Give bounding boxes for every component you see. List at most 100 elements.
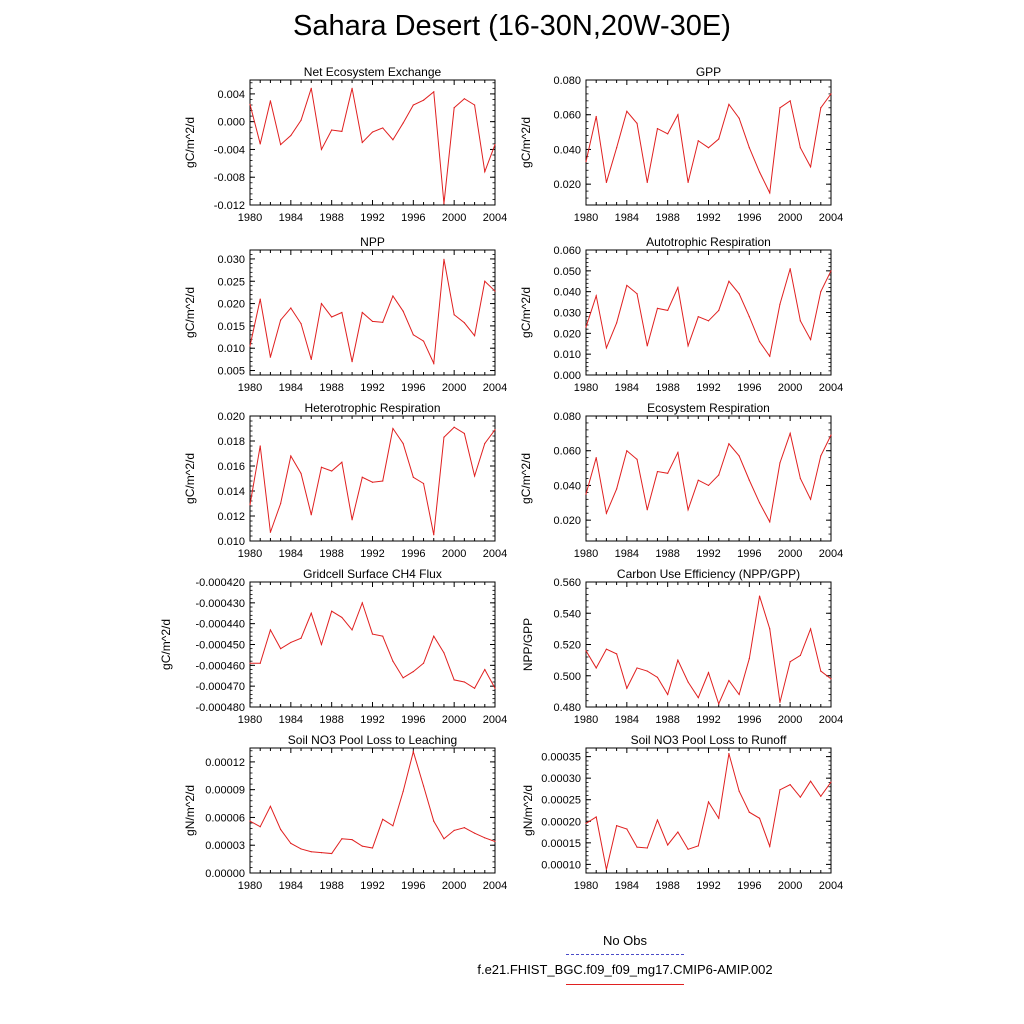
data-point (769, 192, 771, 194)
data-point (799, 477, 801, 480)
chart-panel: Soil NO3 Pool Loss to Runoff gN/m^2/d 1980… (521, 733, 843, 892)
data-point (249, 345, 251, 347)
y-tick-label: 0.00025 (541, 795, 581, 807)
data-point (656, 470, 659, 473)
data-point (422, 662, 425, 664)
x-tick-label: 1988 (319, 714, 343, 726)
data-point (300, 119, 302, 121)
data-point (728, 679, 730, 682)
x-tick-label: 1980 (238, 714, 262, 726)
x-tick-label: 1980 (574, 212, 598, 224)
y-tick-label: 0.00035 (541, 752, 581, 764)
data-point (799, 147, 801, 149)
data-point (820, 455, 822, 457)
x-tick-label: 1988 (319, 382, 343, 394)
data-point (290, 641, 292, 644)
chart-panel: Autotrophic Respiration gC/m^2/d 1980 1984 1… (519, 235, 843, 394)
data-point (748, 811, 750, 813)
data-point (707, 484, 710, 487)
data-point (636, 846, 638, 848)
data-point (718, 474, 720, 476)
data-point (463, 432, 465, 435)
data-point (351, 361, 353, 363)
data-point (789, 784, 791, 786)
data-point (361, 476, 363, 478)
data-point (361, 141, 363, 144)
y-tick-label: 0.040 (553, 144, 581, 156)
data-point (473, 104, 476, 106)
y-axis-label: gC/m^2/d (519, 117, 533, 168)
x-tick-label: 1992 (360, 212, 384, 224)
series-line (585, 93, 832, 195)
x-tick-label: 1992 (696, 382, 720, 394)
x-tick-label: 2004 (819, 880, 843, 892)
data-point (422, 99, 425, 101)
data-point (738, 790, 740, 792)
data-point (331, 852, 333, 855)
data-point (636, 667, 638, 669)
data-point (402, 122, 404, 124)
y-tick-label: 0.520 (553, 640, 581, 652)
x-tick-label: 1996 (737, 880, 761, 892)
y-tick-label: 0.080 (553, 75, 581, 87)
data-point (361, 602, 363, 604)
page-title: Sahara Desert (16-30N,20W-30E) (293, 10, 731, 42)
data-point (331, 129, 333, 131)
plot-frame (585, 415, 832, 542)
data-point (738, 693, 740, 696)
y-tick-label: 0.005 (217, 366, 245, 378)
data-point (269, 629, 272, 631)
y-tick-label: 0.014 (217, 486, 245, 498)
x-tick-label: 1996 (401, 548, 425, 560)
y-tick-label: 0.025 (217, 276, 245, 288)
y-tick-label: 0.560 (553, 577, 581, 589)
y-tick-label: 0.000 (217, 117, 245, 129)
data-point (748, 657, 750, 660)
data-point (402, 790, 404, 793)
data-point (809, 338, 812, 341)
data-point (738, 117, 740, 119)
plot-frame (249, 747, 496, 874)
data-point (799, 796, 801, 798)
data-point (758, 817, 761, 819)
data-point (769, 628, 771, 630)
data-point (646, 181, 648, 184)
data-point (494, 687, 496, 689)
data-point (697, 316, 699, 318)
data-point (667, 133, 669, 135)
data-point (473, 687, 476, 689)
plot-frame (249, 79, 496, 206)
data-point (320, 148, 323, 151)
y-tick-label: 0.00009 (205, 785, 245, 797)
y-tick-label: -0.000460 (195, 660, 245, 672)
data-point (392, 139, 394, 141)
x-tick-label: 1984 (615, 212, 639, 224)
x-tick-label: 1996 (737, 548, 761, 560)
data-point (484, 171, 486, 173)
data-point (433, 362, 435, 364)
series-line (249, 426, 496, 535)
data-point (707, 801, 710, 803)
data-point (473, 475, 476, 477)
data-point (269, 100, 272, 102)
x-tick-label: 1992 (360, 382, 384, 394)
data-point (626, 110, 628, 112)
data-point (494, 429, 496, 431)
data-point (677, 114, 679, 116)
y-tick-label: 0.004 (217, 89, 245, 101)
x-tick-label: 1988 (655, 714, 679, 726)
data-point (697, 845, 699, 847)
y-axis-label: gC/m^2/d (159, 619, 173, 670)
data-point (687, 345, 689, 347)
data-point (290, 842, 292, 844)
x-tick-label: 2004 (483, 880, 507, 892)
data-point (433, 820, 435, 822)
data-point (382, 480, 384, 482)
data-point (758, 171, 761, 173)
data-point (433, 91, 435, 93)
x-tick-label: 1992 (360, 548, 384, 560)
y-axis-label: gN/m^2/d (521, 785, 535, 836)
data-point (769, 355, 771, 357)
data-point (697, 479, 699, 481)
data-point (789, 661, 791, 663)
